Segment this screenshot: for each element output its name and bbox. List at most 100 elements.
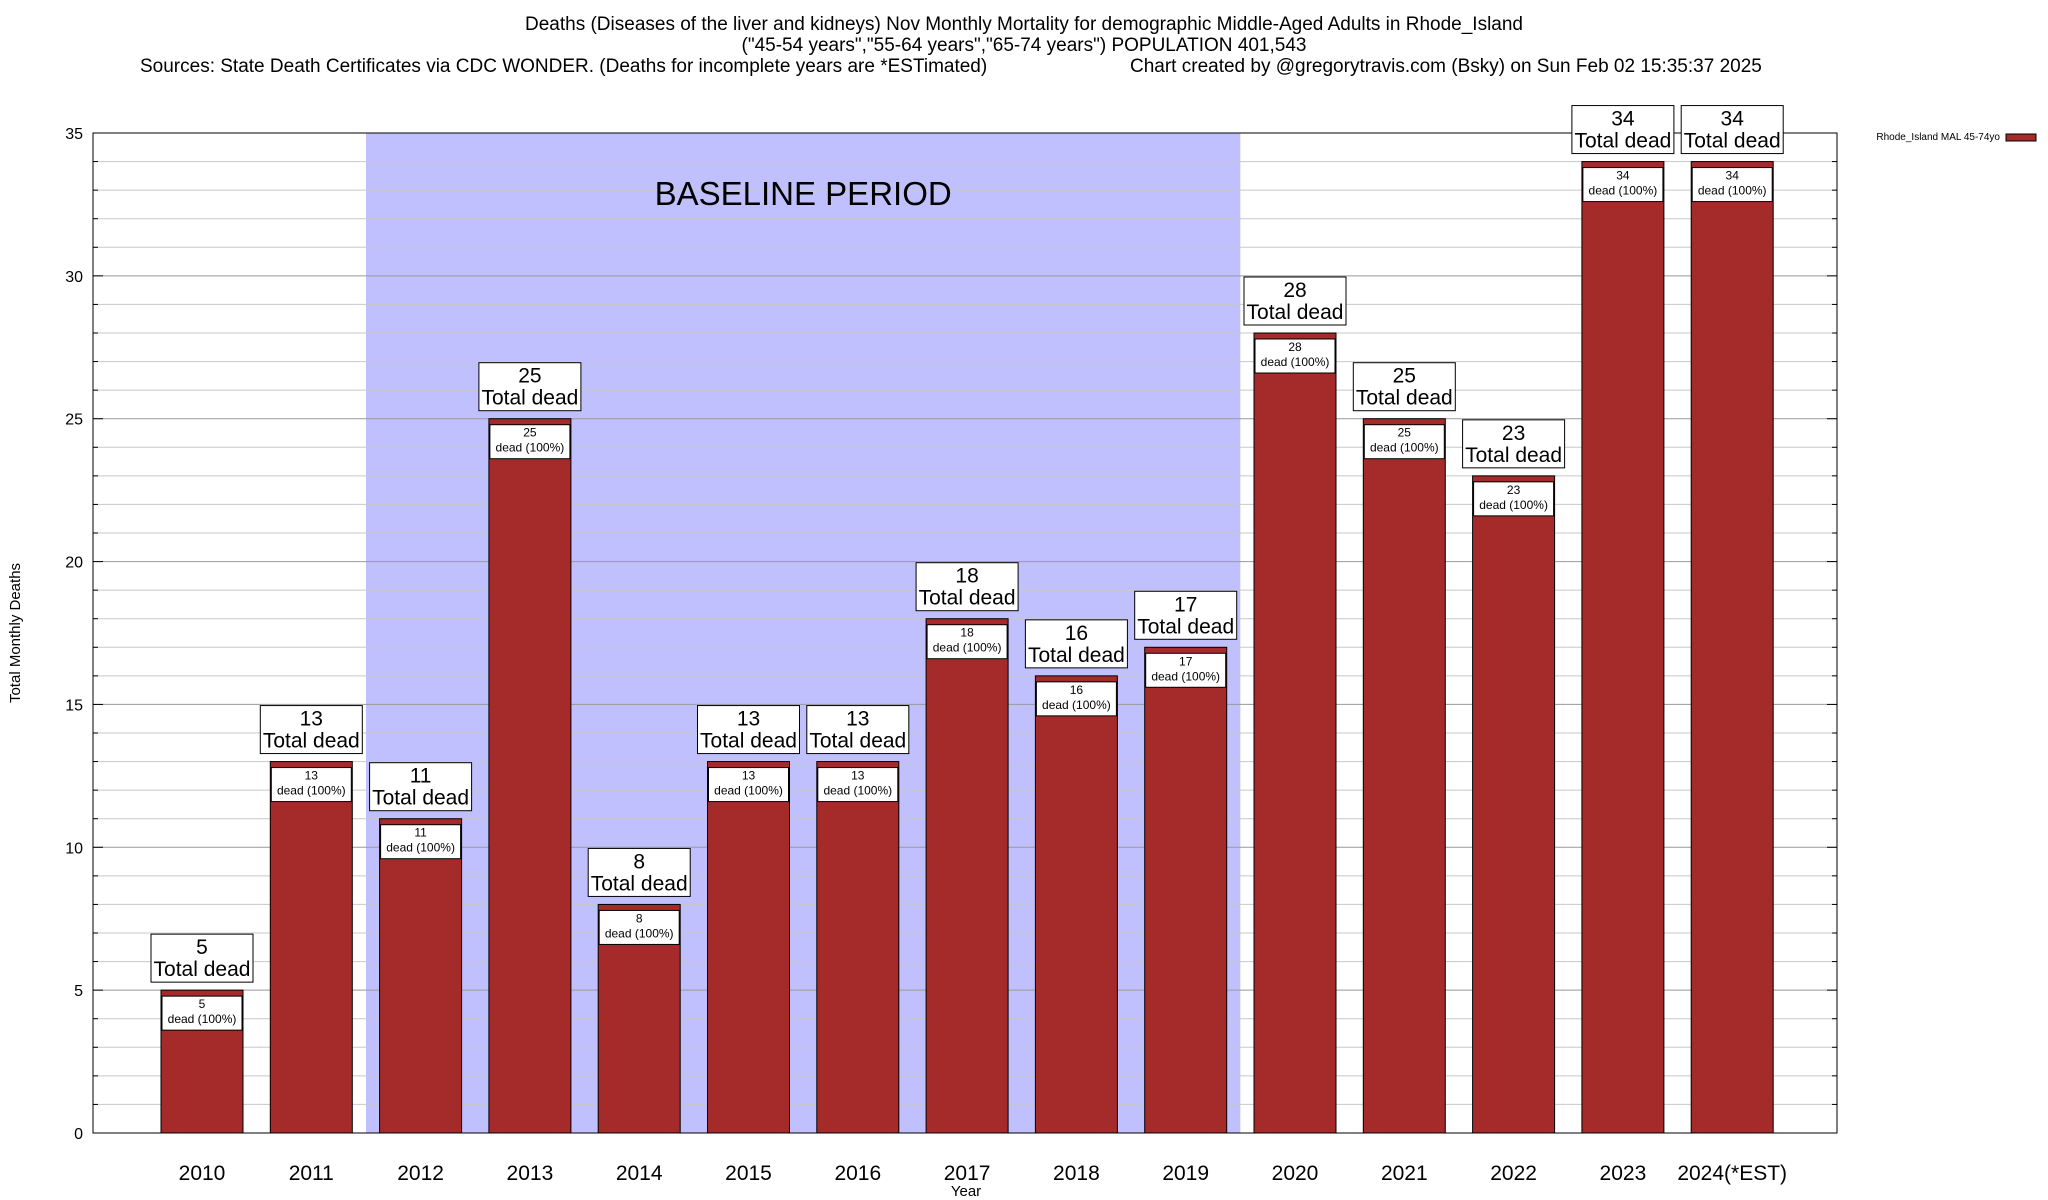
bar-inner-value: 13 bbox=[851, 769, 865, 783]
y-tick-label: 15 bbox=[65, 697, 83, 714]
bar-total-text: Total dead bbox=[1247, 301, 1344, 324]
bar bbox=[1472, 475, 1556, 1134]
bar-inner-percent: dead (100%) bbox=[1261, 355, 1330, 369]
bar-total-value: 16 bbox=[1065, 622, 1088, 645]
bar-inner-label-box bbox=[1582, 167, 1664, 203]
bar-inner-percent: dead (100%) bbox=[605, 926, 674, 940]
y-tick-label: 0 bbox=[74, 1126, 83, 1143]
bar-inner-label-box bbox=[1035, 681, 1117, 717]
bar-total-label-box bbox=[259, 705, 363, 755]
bar-inner-percent: dead (100%) bbox=[1370, 441, 1439, 455]
chart-title: Deaths (Diseases of the liver and kidney… bbox=[525, 14, 1523, 35]
bar-total-label-box bbox=[1680, 105, 1784, 155]
bar-total-value: 34 bbox=[1721, 108, 1745, 131]
bar-total-text: Total dead bbox=[1465, 444, 1562, 467]
x-tick-label: 2023 bbox=[1600, 1162, 1647, 1185]
bar bbox=[925, 618, 1009, 1134]
bar-total-value: 34 bbox=[1611, 108, 1635, 131]
bar-total-label-box bbox=[1462, 419, 1566, 469]
bar-inner-label-box bbox=[1145, 652, 1227, 688]
chart-subtitle: ("45-54 years","55-64 years","65-74 year… bbox=[741, 35, 1307, 56]
bar-inner-value: 13 bbox=[305, 769, 319, 783]
bar bbox=[1144, 646, 1228, 1134]
bar-total-text: Total dead bbox=[1684, 130, 1781, 153]
baseline-label: BASELINE PERIOD bbox=[655, 175, 952, 212]
bar-total-value: 5 bbox=[196, 936, 208, 959]
x-tick-label: 2014 bbox=[616, 1162, 663, 1185]
bar bbox=[1362, 418, 1446, 1134]
bar-inner-percent: dead (100%) bbox=[823, 784, 892, 798]
bar-inner-label-box bbox=[817, 767, 899, 803]
bar-inner-label-box bbox=[489, 424, 571, 460]
bar-total-value: 17 bbox=[1174, 593, 1197, 616]
bar-total-text: Total dead bbox=[591, 872, 688, 895]
bar-inner-percent: dead (100%) bbox=[1698, 184, 1767, 198]
bar-inner-percent: dead (100%) bbox=[933, 641, 1002, 655]
bar-total-text: Total dead bbox=[809, 730, 906, 753]
x-tick-label: 2010 bbox=[179, 1162, 226, 1185]
bar-total-value: 18 bbox=[955, 565, 978, 588]
bar-total-value: 25 bbox=[1393, 365, 1416, 388]
bar-inner-value: 23 bbox=[1507, 483, 1521, 497]
bar-total-text: Total dead bbox=[372, 787, 469, 810]
bar-total-text: Total dead bbox=[481, 387, 578, 410]
bar-inner-value: 8 bbox=[636, 911, 643, 925]
bar-inner-percent: dead (100%) bbox=[1589, 184, 1658, 198]
bar-inner-value: 18 bbox=[960, 626, 974, 640]
bar-inner-percent: dead (100%) bbox=[1479, 498, 1548, 512]
bar-total-label-box bbox=[806, 705, 910, 755]
bar-total-text: Total dead bbox=[700, 730, 797, 753]
bar bbox=[488, 418, 572, 1134]
bar-inner-value: 17 bbox=[1179, 654, 1193, 668]
bar-inner-percent: dead (100%) bbox=[168, 1012, 237, 1026]
bar-total-label-box bbox=[369, 762, 473, 812]
legend-entry: Rhode_Island MAL 45-74yo bbox=[1876, 132, 2000, 143]
bar bbox=[1581, 161, 1665, 1134]
bar-total-label-box bbox=[1134, 590, 1238, 640]
bar-total-text: Total dead bbox=[154, 958, 251, 981]
bar-total-text: Total dead bbox=[1356, 387, 1453, 410]
bar-total-value: 11 bbox=[410, 765, 432, 788]
bar bbox=[816, 761, 900, 1134]
bar bbox=[269, 761, 353, 1134]
bar-inner-label-box bbox=[380, 824, 462, 860]
bar bbox=[1253, 332, 1337, 1134]
bar-total-text: Total dead bbox=[919, 587, 1016, 610]
bar-total-label-box bbox=[478, 362, 582, 412]
bar-total-text: Total dead bbox=[263, 730, 360, 753]
bar-total-label-box bbox=[587, 847, 691, 897]
bar-total-value: 8 bbox=[633, 850, 645, 873]
bar-inner-percent: dead (100%) bbox=[1042, 698, 1111, 712]
bar-total-label-box bbox=[697, 705, 800, 755]
bar-total-value: 28 bbox=[1283, 279, 1306, 302]
bar-inner-value: 34 bbox=[1616, 169, 1630, 183]
bar-inner-percent: dead (100%) bbox=[496, 441, 565, 455]
bar-inner-label-box bbox=[1363, 424, 1445, 460]
bar-inner-value: 25 bbox=[523, 426, 537, 440]
bar bbox=[1690, 161, 1774, 1134]
bar-total-label-box bbox=[1352, 362, 1456, 412]
x-tick-label: 2013 bbox=[507, 1162, 554, 1185]
chart-source: Sources: State Death Certificates via CD… bbox=[140, 56, 988, 77]
bar-total-value: 23 bbox=[1502, 422, 1525, 445]
bar-inner-value: 34 bbox=[1726, 169, 1740, 183]
bar-inner-label-box bbox=[1473, 481, 1555, 517]
bar bbox=[707, 761, 790, 1134]
x-tick-label: 2020 bbox=[1272, 1162, 1319, 1185]
y-tick-label: 20 bbox=[65, 555, 83, 572]
bar bbox=[1034, 675, 1118, 1134]
bar-total-label-box bbox=[1024, 619, 1128, 669]
bar-inner-label-box bbox=[1254, 338, 1336, 374]
y-tick-label: 5 bbox=[74, 983, 83, 1000]
x-axis-label: Year bbox=[951, 1183, 981, 1200]
bar-inner-value: 25 bbox=[1398, 426, 1412, 440]
x-tick-label: 2016 bbox=[834, 1162, 881, 1185]
y-tick-label: 25 bbox=[65, 412, 83, 429]
bar-inner-value: 28 bbox=[1288, 340, 1302, 354]
bar-inner-percent: dead (100%) bbox=[1151, 669, 1220, 683]
bar-total-label-box bbox=[1243, 276, 1347, 326]
bar-total-value: 25 bbox=[518, 365, 541, 388]
x-tick-label: 2011 bbox=[289, 1162, 334, 1185]
bar-inner-label-box bbox=[1691, 167, 1773, 203]
x-tick-label: 2018 bbox=[1053, 1162, 1100, 1185]
